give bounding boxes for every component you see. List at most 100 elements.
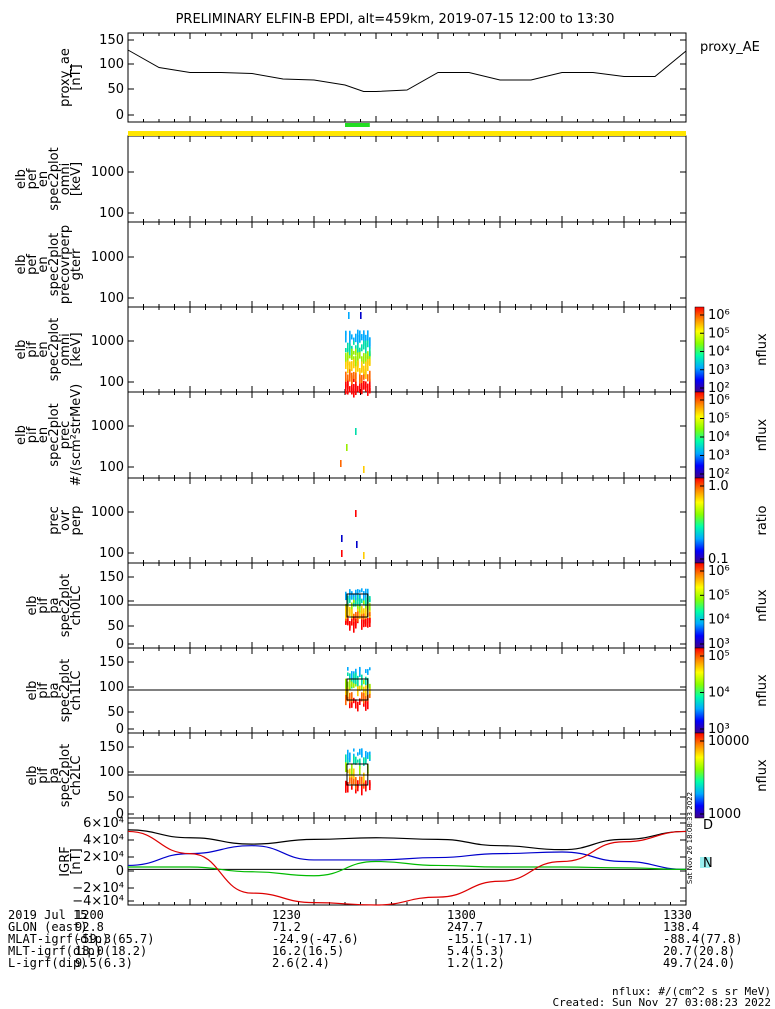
spectral-pixel [359,598,361,607]
y-axis-label: pa [47,682,62,698]
spectral-pixel [345,331,347,343]
spectral-pixel [341,535,343,542]
spectral-pixel [345,384,347,395]
spectral-pixel [365,751,367,762]
spectral-pixel [365,351,367,358]
spectral-pixel [349,332,351,343]
spectral-pixel [363,702,365,707]
spectral-pixel [355,372,357,379]
y-axis-label: spec2plot [47,403,62,466]
spectral-pixel [345,361,347,370]
y-axis-label: elb [25,766,40,786]
y-tick-label: 0 [116,864,124,879]
spectral-pixel [359,610,361,619]
colorbar-tick-label: 10⁴ [708,430,730,445]
spectral-pixel [345,694,347,706]
y-axis-label: spec2plot [47,233,62,296]
spectral-pixel [369,754,371,760]
spectral-pixel [357,780,359,788]
spectral-pixel [365,362,367,366]
spectral-pixel [347,667,349,671]
panel-frame [127,306,687,393]
spectral-pixel [351,604,353,610]
spectral-pixel [351,381,353,391]
spectral-pixel [351,387,353,392]
spectral-pixel [369,358,371,366]
spectral-pixel [353,374,355,381]
spectral-pixel [367,699,369,710]
spectral-pixel [351,776,353,787]
y-axis-label: elb [25,596,40,616]
y-tick-label: 6×10⁴ [83,816,124,831]
spectral-pixel [347,363,349,371]
spectral-pixel [359,370,361,381]
spectral-pixel [363,340,365,350]
footer-row-label: MLT-igrf(dip) [8,944,102,958]
y-tick-label: 150 [99,740,124,755]
colorbar-tick-label: 10⁵ [708,649,730,664]
y-tick-label: 100 [99,206,124,221]
spectral-pixel [341,550,343,557]
y-axis-label: elb [14,340,29,360]
spectral-pixel [357,785,359,792]
spectral-pixel [349,621,351,631]
spectral-pixel [351,348,353,359]
spectral-pixel [363,689,365,695]
spectral-pixel [359,330,361,338]
spectral-pixel [355,377,357,384]
spectral-pixel [361,612,363,620]
spectral-pixel [369,385,371,391]
spectral-pixel [361,344,363,352]
spectral-pixel [369,618,371,623]
spectral-pixel [345,780,347,786]
spectral-pixel [357,608,359,614]
colorbar-tick-label: 10² [708,467,730,482]
colorbar-tick-label: 10⁵ [708,412,730,427]
y-axis-label: elb [14,255,29,275]
y-tick-label: 0 [116,722,124,737]
y-axis-label: ch1LC [69,671,84,711]
spectral-pixel [361,694,363,702]
spectral-pixel [345,754,347,763]
spectral-pixel [365,780,367,789]
spectral-pixel [369,693,371,698]
spectral-pixel [365,676,367,686]
y-axis-label: elb [14,169,29,189]
spectral-pixel [347,596,349,600]
spectral-pixel [349,343,351,352]
spectral-pixel [351,692,353,697]
y-tick-label: 50 [107,790,124,805]
y-axis-label: en [36,427,51,443]
y-axis-label: elb [25,681,40,701]
panel-ae: 150 100 50 0 proxy_ae[nT] [58,32,687,123]
spectral-pixel [351,592,353,599]
spectral-pixel [357,335,359,344]
y-axis-label: #/(scm²strMeV) [69,384,84,487]
spectral-pixel [367,383,369,390]
footer-row-label: L-igrf(dip) [8,956,88,970]
spectral-pixel [355,621,357,629]
pa0-spectrogram [345,588,371,633]
spectral-pixel [357,329,359,338]
spectral-pixel [361,610,363,615]
spectral-pixel [355,356,357,364]
spectral-pixel [355,348,357,356]
spectral-pixel [347,342,349,351]
science-zone-bar [345,123,370,127]
spectral-pixel [357,602,359,612]
spectral-pixel [355,510,357,517]
spectral-pixel [355,699,357,709]
spectral-pixel [340,460,342,467]
spectral-pixel [363,368,365,375]
spectral-pixel [367,353,369,362]
spectral-pixel [347,361,349,366]
footer: 2019 Jul 15 1200 1230 1300 1330 GLON (east) 92… [0,906,775,1009]
y-axis-label: ch0LC [69,586,84,626]
y-axis-label: elb [14,425,29,445]
pa2-spectrogram [345,748,371,796]
spectral-pixel [369,388,371,394]
y-axis-label: IGRF [58,846,73,876]
spectral-pixel [365,685,367,697]
